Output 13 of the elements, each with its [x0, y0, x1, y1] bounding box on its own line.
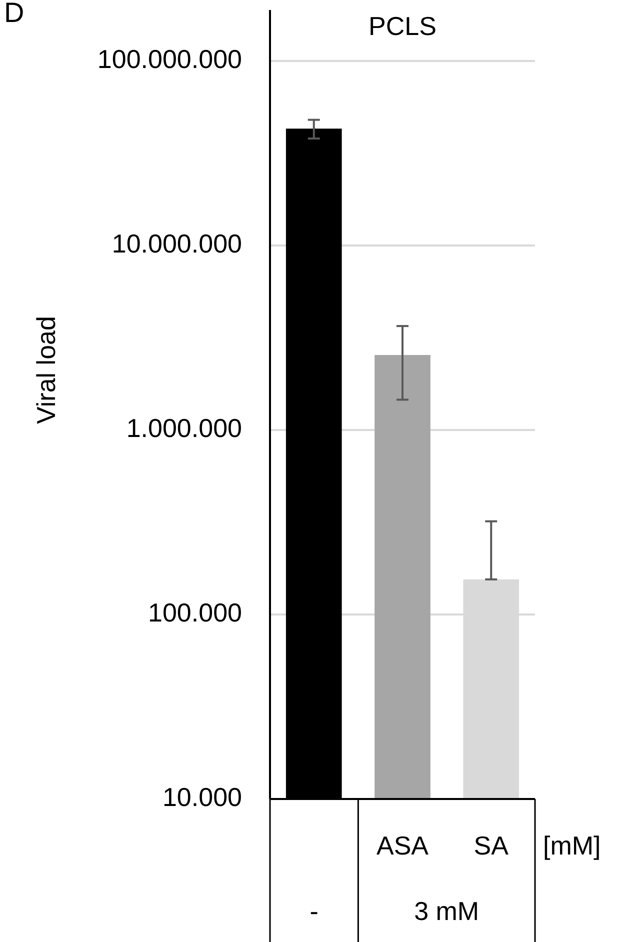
text: D — [4, 0, 24, 28]
text: - — [310, 896, 318, 926]
x-tick-label: ASA — [376, 830, 430, 860]
y-axis-title: Viral load — [31, 316, 61, 424]
y-tick-label: 100.000 — [148, 597, 242, 628]
chart-title: PCLS — [368, 11, 436, 41]
y-tick-label: 1.000.000 — [126, 412, 242, 443]
text: [mM] — [543, 830, 601, 860]
text: 3 mM — [414, 896, 480, 926]
y-tick-label: 10.000 — [162, 782, 242, 812]
y-tick-label: 100.000.000 — [97, 44, 242, 74]
y-tick-label: 10.000.000 — [112, 228, 242, 258]
x-tick-label: SA — [474, 830, 510, 860]
